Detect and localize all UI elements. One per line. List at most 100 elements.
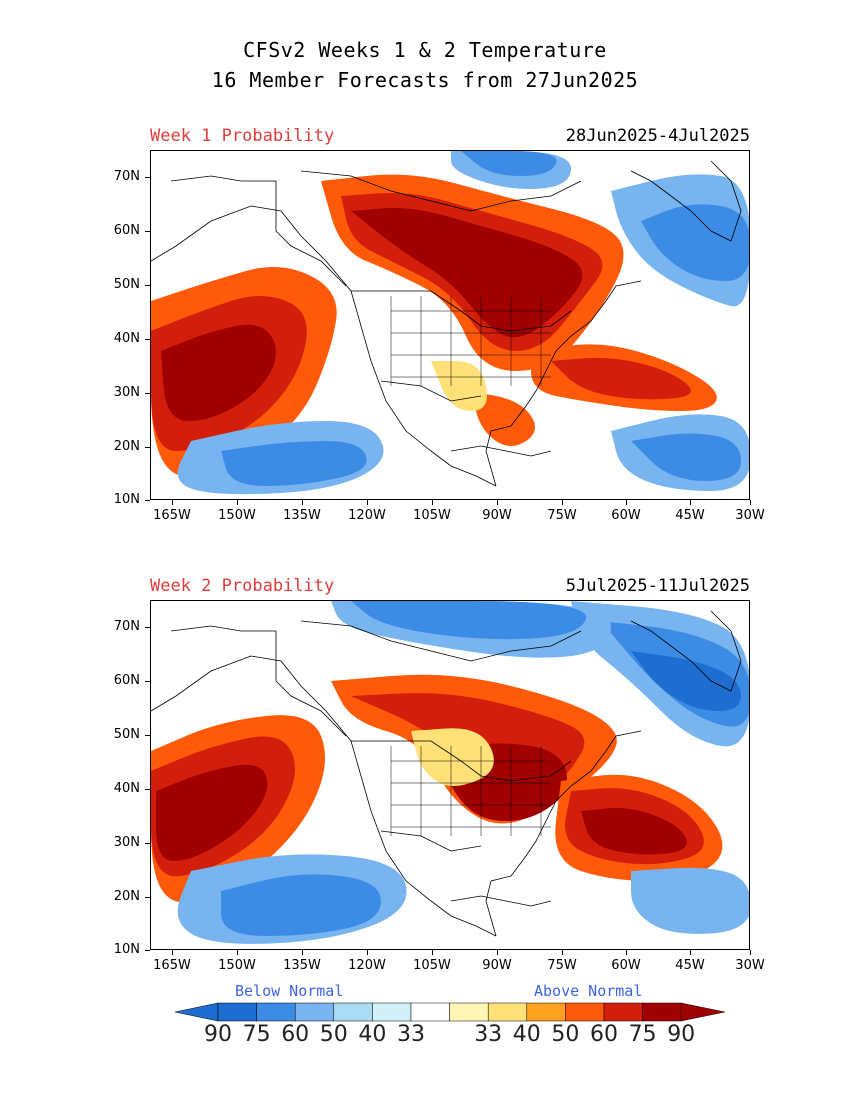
lat-label: 20N — [113, 889, 140, 904]
anom-canada — [351, 208, 583, 338]
greenland — [630, 610, 742, 692]
legend-arrow-left — [175, 1002, 219, 1022]
legend-colorbar — [175, 1002, 725, 1022]
lat-tick — [145, 177, 150, 178]
lon-tick — [172, 500, 173, 505]
coastline-west — [151, 205, 497, 487]
anom-tropical-atl — [631, 433, 741, 481]
lat-tick — [145, 500, 150, 501]
lat-tick — [145, 393, 150, 394]
lat-label: 60N — [113, 673, 140, 688]
anom-gulf — [471, 391, 535, 446]
lat-label: 10N — [113, 492, 140, 507]
lon-label: 30W — [735, 958, 765, 973]
lat-label: 20N — [113, 439, 140, 454]
lon-tick — [302, 950, 303, 955]
lon-tick — [367, 950, 368, 955]
anom-tropical-atl — [631, 867, 749, 934]
legend-below-label: Below Normal — [235, 982, 344, 1000]
lat-tick — [145, 339, 150, 340]
legend-swatch — [217, 1002, 257, 1022]
lat-label: 10N — [113, 942, 140, 957]
coastline-west — [151, 655, 497, 937]
lon-label: 150W — [218, 508, 256, 523]
lon-tick — [302, 500, 303, 505]
lat-tick — [145, 681, 150, 682]
anom-tropical-pac — [221, 874, 381, 936]
legend-value: 75 — [242, 1022, 271, 1047]
lon-tick — [562, 950, 563, 955]
lon-label: 120W — [348, 508, 386, 523]
lon-label: 165W — [153, 508, 191, 523]
anom-pacific — [161, 324, 276, 421]
legend-swatch — [449, 1002, 489, 1022]
anom-labrador — [631, 651, 741, 711]
anom-pacific — [156, 764, 268, 861]
lon-label: 120W — [348, 958, 386, 973]
lon-label: 75W — [547, 508, 577, 523]
lon-label: 45W — [675, 508, 705, 523]
lon-label: 45W — [675, 958, 705, 973]
legend-above-label: Above Normal — [534, 982, 643, 1000]
legend-value: 50 — [319, 1022, 348, 1047]
week1-dates: 28Jun2025-4Jul2025 — [565, 126, 750, 146]
anom-plains — [411, 728, 494, 786]
legend-value: 90 — [204, 1022, 232, 1047]
lat-label: 70N — [113, 619, 140, 634]
arctic-islands — [300, 170, 582, 212]
legend-value: 60 — [281, 1022, 310, 1047]
legend-swatch — [372, 1002, 412, 1022]
lon-label: 60W — [611, 958, 641, 973]
lon-tick — [690, 500, 691, 505]
caribbean — [450, 895, 552, 907]
anom-atlantic — [551, 357, 691, 400]
legend-swatch — [565, 1002, 605, 1022]
lon-tick — [237, 500, 238, 505]
lat-label: 50N — [113, 727, 140, 742]
anom-labrador — [641, 204, 749, 281]
lat-tick — [145, 789, 150, 790]
lat-tick — [145, 735, 150, 736]
lat-label: 50N — [113, 277, 140, 292]
lat-label: 30N — [113, 385, 140, 400]
anom-tropical-pac — [221, 441, 367, 486]
legend-value: 50 — [551, 1022, 580, 1047]
lat-label: 60N — [113, 223, 140, 238]
lon-tick — [497, 950, 498, 955]
lon-label: 165W — [153, 958, 191, 973]
lon-label: 105W — [413, 958, 451, 973]
legend-value: 60 — [590, 1022, 618, 1047]
lat-label: 40N — [113, 331, 140, 346]
chart-title: CFSv2 Weeks 1 & 2 Temperature — [243, 38, 607, 62]
arctic-islands — [300, 620, 582, 662]
legend-swatch — [487, 1002, 528, 1022]
lat-tick — [145, 950, 150, 951]
lat-tick — [145, 843, 150, 844]
lon-label: 150W — [218, 958, 256, 973]
lon-tick — [497, 500, 498, 505]
legend-value: 75 — [628, 1022, 657, 1047]
greenland — [630, 160, 742, 242]
legend-swatch — [603, 1002, 643, 1022]
legend-value: 33 — [474, 1022, 503, 1047]
caribbean — [450, 445, 552, 457]
lon-tick — [750, 950, 751, 955]
legend-swatch — [642, 1002, 682, 1022]
chart-subtitle: 16 Member Forecasts from 27Jun2025 — [211, 68, 639, 92]
lon-label: 135W — [283, 508, 321, 523]
legend-swatch — [333, 1002, 373, 1022]
lat-label: 70N — [113, 169, 140, 184]
legend-value: 90 — [667, 1022, 696, 1047]
coastline-east — [485, 280, 642, 487]
lat-tick — [145, 447, 150, 448]
week1-map — [150, 150, 750, 500]
legend-value: 33 — [397, 1022, 425, 1047]
coastline-alaska — [170, 625, 347, 737]
week2-label: Week 2 Probability — [150, 576, 335, 596]
lon-tick — [432, 950, 433, 955]
lon-tick — [562, 500, 563, 505]
legend-swatch — [526, 1002, 566, 1022]
lon-tick — [626, 500, 627, 505]
lat-tick — [145, 897, 150, 898]
lon-tick — [172, 950, 173, 955]
